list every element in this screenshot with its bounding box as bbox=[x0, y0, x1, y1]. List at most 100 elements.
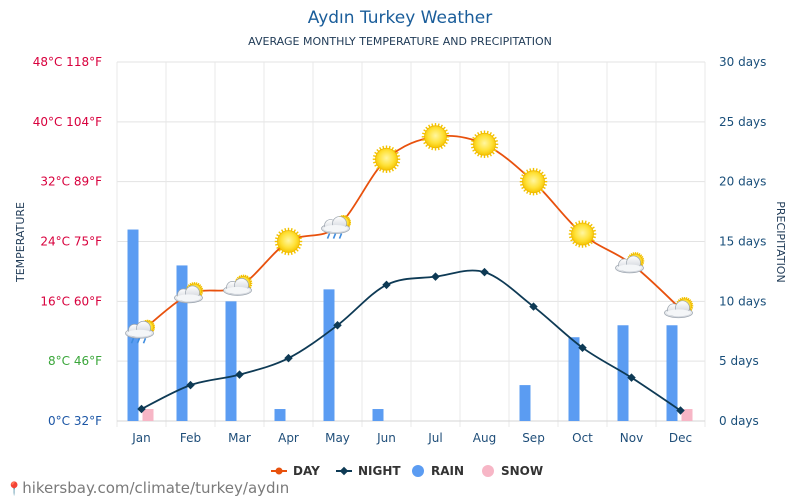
cloud-fill bbox=[617, 264, 642, 272]
x-tick-label: Sep bbox=[522, 431, 545, 445]
y-left-tick-label: 8°C 46°F bbox=[48, 354, 102, 368]
weather-icons bbox=[125, 123, 694, 344]
y-left-tick-label: 32°C 89°F bbox=[40, 175, 102, 189]
night-point bbox=[578, 343, 587, 352]
cloud-sun-icon bbox=[615, 252, 645, 274]
cloud-sun-icon bbox=[664, 297, 694, 319]
rain-drop bbox=[338, 233, 343, 239]
rain-drop bbox=[332, 233, 337, 239]
sun-disc bbox=[277, 230, 300, 253]
rain-bar bbox=[372, 409, 384, 421]
sun-disc bbox=[473, 132, 496, 156]
x-tick-label: May bbox=[325, 431, 350, 445]
legend-item-day: DAY bbox=[271, 464, 320, 478]
night-point bbox=[333, 321, 342, 330]
rain-bar bbox=[519, 385, 531, 421]
sun-disc bbox=[375, 147, 398, 171]
night-point bbox=[137, 404, 146, 414]
night-point bbox=[431, 272, 440, 281]
snow-bar bbox=[681, 409, 693, 421]
y-left-tick-label: 48°C 118°F bbox=[33, 55, 102, 69]
sun-disc bbox=[522, 170, 545, 194]
night-point bbox=[284, 353, 293, 363]
night-point bbox=[235, 370, 244, 379]
x-tick-label: Mar bbox=[228, 431, 251, 445]
rain-bar bbox=[274, 409, 286, 421]
cloud-shape bbox=[321, 216, 350, 234]
legend-label: SNOW bbox=[501, 464, 543, 478]
cloud-fill bbox=[176, 294, 201, 302]
x-tick-label: Dec bbox=[669, 431, 692, 445]
sun-icon bbox=[470, 130, 499, 159]
sun-disc bbox=[571, 222, 594, 246]
cloud-shape bbox=[174, 285, 203, 304]
cloud-shape bbox=[223, 278, 252, 296]
footer-source[interactable]: 📍hikersbay.com/climate/turkey/aydın bbox=[6, 479, 289, 497]
y-right-tick-label: 20 days bbox=[719, 175, 766, 189]
cloud-fill bbox=[127, 329, 152, 337]
cloud-fill bbox=[666, 309, 691, 317]
y-right-tick-label: 5 days bbox=[719, 354, 759, 368]
night-point bbox=[480, 267, 489, 277]
night-point bbox=[627, 373, 636, 382]
legend-marker-circle bbox=[412, 465, 424, 477]
sun-icon bbox=[568, 220, 597, 248]
rain-drop bbox=[136, 337, 141, 344]
chart-title: Aydın Turkey Weather bbox=[307, 8, 493, 28]
y-left-tick-label: 16°C 60°F bbox=[40, 294, 102, 308]
grid bbox=[116, 61, 706, 427]
x-tick-label: Jul bbox=[427, 431, 442, 445]
rain-drop bbox=[326, 233, 331, 239]
x-tick-label: Feb bbox=[180, 431, 201, 445]
rain-bar bbox=[225, 301, 237, 421]
sun-disc bbox=[424, 125, 447, 149]
legend-label: DAY bbox=[293, 464, 320, 478]
legend-item-night: NIGHT bbox=[336, 464, 401, 478]
legend-marker-diamond bbox=[339, 466, 349, 476]
cloud-sun-icon bbox=[223, 274, 253, 296]
cloud-rain-icon bbox=[125, 319, 155, 344]
y-right-tick-label: 30 days bbox=[719, 55, 766, 69]
rain-bar bbox=[666, 325, 678, 421]
legend-marker-dot bbox=[275, 467, 283, 475]
legend: DAY NIGHT RAIN SNOW bbox=[271, 464, 543, 478]
chart-subtitle: AVERAGE MONTHLY TEMPERATURE AND PRECIPIT… bbox=[248, 35, 552, 48]
location-pin-icon: 📍 bbox=[6, 482, 23, 497]
sun-icon bbox=[274, 227, 303, 256]
y-left-tick-label: 24°C 75°F bbox=[40, 235, 102, 249]
y-left-axis-title: TEMPERATURE bbox=[14, 202, 27, 283]
x-tick-label: Aug bbox=[473, 431, 496, 445]
night-point bbox=[676, 406, 685, 415]
legend-item-rain: RAIN bbox=[412, 464, 464, 478]
rain-bar bbox=[323, 289, 335, 421]
x-tick-label: Jun bbox=[376, 431, 396, 445]
footer-link[interactable]: hikersbay.com/climate/turkey/aydın bbox=[22, 479, 290, 497]
night-point bbox=[186, 380, 195, 390]
y-right-tick-label: 10 days bbox=[719, 294, 766, 308]
rain-bar bbox=[568, 337, 580, 421]
cloud-rain-icon bbox=[321, 215, 351, 239]
legend-label: NIGHT bbox=[358, 464, 401, 478]
sun-icon bbox=[421, 123, 450, 151]
cloud-fill bbox=[323, 225, 348, 233]
cloud-sun-icon bbox=[174, 282, 204, 304]
x-tick-label: Apr bbox=[278, 431, 299, 445]
cloud-fill bbox=[225, 286, 250, 294]
precipitation-bars bbox=[127, 229, 693, 421]
night-point bbox=[529, 302, 538, 311]
cloud-shape bbox=[664, 300, 693, 319]
legend-marker-circle bbox=[482, 465, 494, 477]
y-right-tick-label: 25 days bbox=[719, 115, 766, 129]
y-right-tick-label: 0 days bbox=[719, 414, 759, 428]
y-left-tick-label: 0°C 32°F bbox=[48, 414, 102, 428]
x-tick-label: Nov bbox=[620, 431, 643, 445]
legend-item-snow: SNOW bbox=[482, 464, 543, 478]
axes: 0°C 32°F 8°C 46°F 16°C 60°F 24°C 75°F 32°C 8… bbox=[14, 55, 787, 445]
y-left-tick-label: 40°C 104°F bbox=[33, 115, 102, 129]
night-point bbox=[382, 280, 391, 290]
cloud-shape bbox=[125, 320, 154, 339]
sun-icon bbox=[519, 167, 548, 196]
x-tick-label: Oct bbox=[572, 431, 593, 445]
x-tick-label: Jan bbox=[131, 431, 151, 445]
